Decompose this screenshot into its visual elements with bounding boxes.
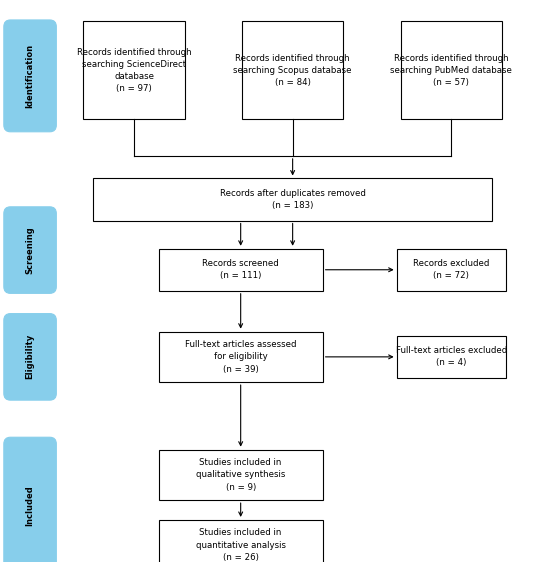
Bar	[400, 21, 502, 120]
Text: Included: Included	[26, 486, 34, 526]
Text: Identification: Identification	[26, 44, 34, 108]
Bar	[93, 179, 492, 220]
Text: Full-text articles excluded
(n = 4): Full-text articles excluded (n = 4)	[395, 346, 507, 368]
Bar	[397, 336, 506, 378]
Text: Screening: Screening	[26, 226, 34, 274]
Text: Studies included in
quantitative analysis
(n = 26): Studies included in quantitative analysi…	[196, 528, 286, 562]
Bar	[397, 248, 506, 291]
Bar	[159, 450, 323, 500]
Bar	[242, 21, 344, 120]
Text: Studies included in
qualitative synthesis
(n = 9): Studies included in qualitative synthesi…	[196, 458, 286, 492]
FancyBboxPatch shape	[4, 437, 56, 562]
Text: Records after duplicates removed
(n = 183): Records after duplicates removed (n = 18…	[220, 189, 365, 210]
Text: Records excluded
(n = 72): Records excluded (n = 72)	[413, 259, 490, 280]
Bar	[83, 21, 185, 120]
Text: Eligibility: Eligibility	[26, 334, 34, 379]
Bar	[159, 248, 323, 291]
Text: Records identified through
searching PubMed database
(n = 57): Records identified through searching Pub…	[391, 53, 512, 87]
Text: Records identified through
searching ScienceDirect
database
(n = 97): Records identified through searching Sci…	[77, 48, 191, 93]
FancyBboxPatch shape	[4, 314, 56, 400]
Text: Full-text articles assessed
for eligibility
(n = 39): Full-text articles assessed for eligibil…	[185, 340, 296, 374]
FancyBboxPatch shape	[4, 20, 56, 132]
Text: Records identified through
searching Scopus database
(n = 84): Records identified through searching Sco…	[234, 53, 352, 87]
FancyBboxPatch shape	[4, 207, 56, 293]
Bar	[159, 332, 323, 382]
Text: Records screened
(n = 111): Records screened (n = 111)	[202, 259, 279, 280]
Bar	[159, 520, 323, 562]
